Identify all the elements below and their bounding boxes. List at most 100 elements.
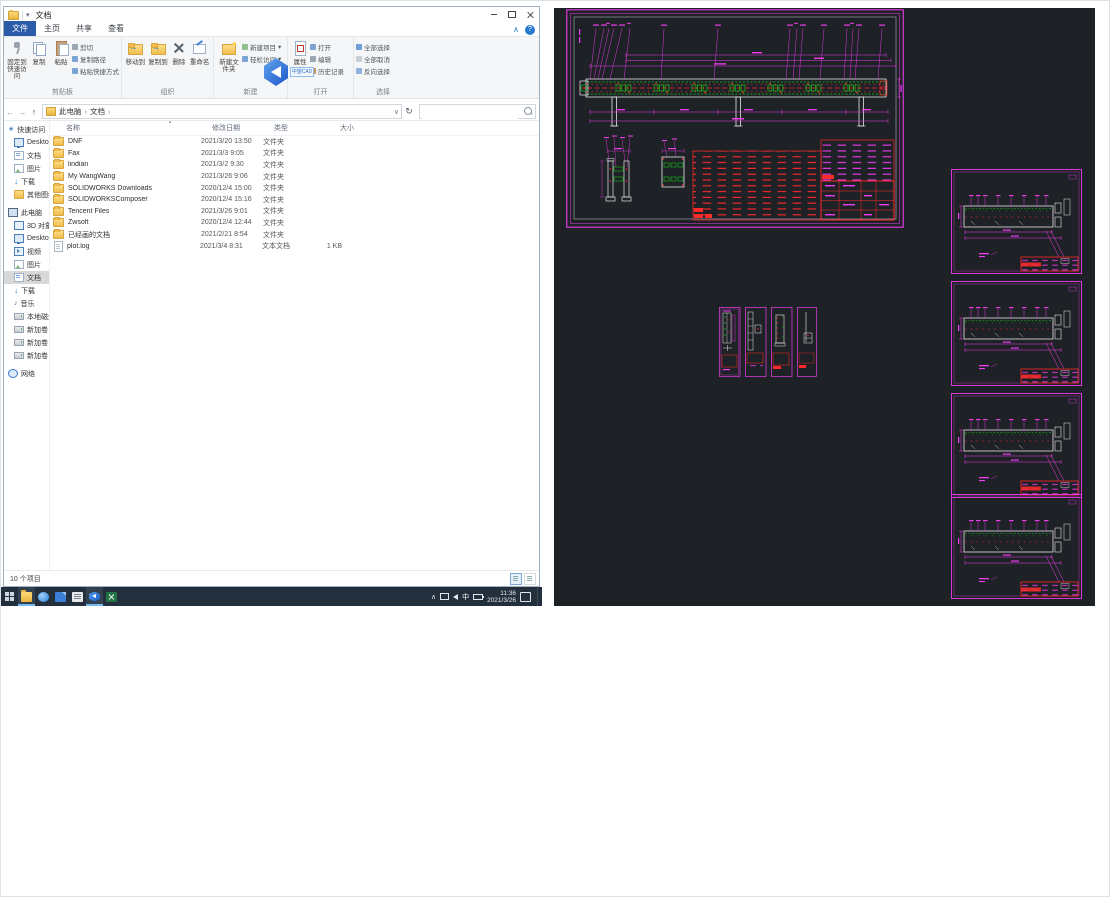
zwcad-launch-indicator[interactable]: 中望CAD xyxy=(264,54,316,90)
new-item-button[interactable]: 新建项目 ▾ xyxy=(242,42,281,52)
file-row[interactable]: DNF 2021/3/20 13:50 文件夹 xyxy=(50,136,539,148)
sidebar-item-drive-e[interactable]: 新加卷 (E:) xyxy=(4,336,49,349)
sidebar-item-drive-d[interactable]: 新加卷 (D:) xyxy=(4,323,49,336)
rename-button[interactable]: 重命名 xyxy=(188,39,211,67)
ime-indicator[interactable]: 中 xyxy=(462,593,470,601)
file-row[interactable]: plot.log 2021/3/4 8:31 文本文档 1 KB xyxy=(50,240,539,252)
taskbar-browser-icon[interactable] xyxy=(35,587,52,606)
cut-button[interactable]: 剪切 xyxy=(72,42,119,52)
sidebar-item-music[interactable]: ♪ 音乐 xyxy=(14,300,35,308)
sidebar-item-downloads2[interactable]: ↓ 下载 xyxy=(14,286,35,295)
sidebar-this-pc[interactable]: 此电脑 xyxy=(4,206,49,219)
file-row[interactable]: lindian 2021/3/2 9:30 文件夹 xyxy=(50,159,539,171)
sidebar-item-documents2[interactable]: 文档 xyxy=(4,271,49,284)
sidebar-item-downloads[interactable]: ↓ 下载 xyxy=(14,177,35,186)
properties-button[interactable]: 属性 xyxy=(290,39,310,67)
back-button[interactable]: ← xyxy=(5,106,15,117)
open-button[interactable]: 打开 xyxy=(310,42,344,52)
ribbon-collapse-icon[interactable]: ∧ xyxy=(513,25,519,34)
search-box[interactable] xyxy=(419,104,536,120)
start-button[interactable] xyxy=(1,587,18,606)
breadcrumb-current[interactable]: 文档 xyxy=(90,107,105,116)
sidebar-item-desktop[interactable]: Desktop xyxy=(4,136,49,149)
tray-clock[interactable]: 11:36 2021/3/26 xyxy=(487,590,516,604)
copy-to-button[interactable]: 复制到 xyxy=(147,39,170,67)
file-row[interactable]: SOLIDWORKSComposer 2020/12/4 15:16 文件夹 xyxy=(50,194,539,206)
move-to-button[interactable]: 移动到 xyxy=(124,39,147,67)
pictures-icon xyxy=(14,260,24,269)
taskbar-explorer-icon[interactable] xyxy=(18,587,35,606)
tab-view[interactable]: 查看 xyxy=(108,24,124,33)
tab-share[interactable]: 共享 xyxy=(76,24,92,33)
folder-icon xyxy=(14,190,24,199)
3d-objects-icon xyxy=(14,221,24,230)
pin-to-quick-access-button[interactable]: 固定到快速访问 xyxy=(6,39,28,81)
taskbar-word-icon[interactable] xyxy=(52,587,69,606)
easy-access-button[interactable]: 轻松访问 ▾ xyxy=(242,54,281,64)
column-header-name[interactable]: 名称 xyxy=(66,125,80,132)
show-desktop-button[interactable] xyxy=(537,587,540,606)
file-row[interactable]: Tencent Files 2021/3/26 9:01 文件夹 xyxy=(50,205,539,218)
breadcrumb-root[interactable]: 此电脑 xyxy=(59,107,82,116)
file-row[interactable]: My WangWang 2021/3/26 9:06 文件夹 xyxy=(50,171,539,183)
sidebar-item-3d-objects[interactable]: 3D 对象 xyxy=(4,219,49,232)
action-center-icon[interactable] xyxy=(520,591,531,602)
file-row[interactable]: 已经画的文档 2021/2/21 8:54 文件夹 xyxy=(50,229,539,241)
sidebar-network[interactable]: 网络 xyxy=(4,367,49,380)
search-input[interactable] xyxy=(422,105,518,120)
taskbar-zwcad-icon[interactable] xyxy=(86,587,103,606)
taskbar-notes-icon[interactable] xyxy=(69,587,86,606)
file-row[interactable]: Fax 2021/3/3 9:05 文件夹 xyxy=(50,147,539,160)
drive-icon xyxy=(14,352,24,359)
address-dropdown-icon[interactable]: ∨ xyxy=(393,108,399,116)
column-header-size[interactable]: 大小 xyxy=(340,125,354,132)
view-details-button[interactable] xyxy=(510,572,522,585)
tray-volume-icon[interactable] xyxy=(453,593,459,600)
text-file-icon xyxy=(54,240,63,252)
tray-battery-icon[interactable] xyxy=(473,593,485,600)
column-header-type[interactable]: 类型 xyxy=(274,125,288,132)
sidebar-item-drive-f[interactable]: 新加卷 (F:) xyxy=(4,349,49,362)
tab-file[interactable]: 文件 xyxy=(4,21,36,36)
close-button[interactable] xyxy=(521,7,539,22)
forward-button[interactable]: → xyxy=(17,106,27,117)
copy-path-button[interactable]: 复制路径 xyxy=(72,54,119,64)
tab-home[interactable]: 主页 xyxy=(44,24,60,33)
sidebar-quick-access[interactable]: ★ 快速访问 xyxy=(8,126,46,134)
invert-selection-button[interactable]: 反向选择 xyxy=(356,66,390,76)
file-row[interactable]: SOLIDWORKS Downloads 2020/12/4 15:00 文件夹 xyxy=(50,182,539,194)
sidebar-item-other-drawings[interactable]: 其他图纸 xyxy=(4,188,49,201)
sidebar-item-videos[interactable]: 视频 xyxy=(4,245,49,258)
paste-button[interactable]: 粘贴 xyxy=(50,39,72,67)
cad-canvas[interactable] xyxy=(554,8,1095,606)
sidebar-item-desktop2[interactable]: Desktop xyxy=(4,232,49,245)
breadcrumb[interactable]: 此电脑 › 文档 › ∨ xyxy=(42,104,402,119)
tray-expand-icon[interactable]: ∧ xyxy=(430,593,437,601)
select-none-button[interactable]: 全部取消 xyxy=(356,54,390,64)
quick-access-toolbar[interactable]: ▾ xyxy=(22,10,30,20)
qat-caret-icon[interactable]: ▾ xyxy=(26,12,30,19)
column-header-date[interactable]: 修改日期 xyxy=(212,125,240,132)
notes-doc-icon xyxy=(72,591,83,602)
file-row[interactable]: Zwsoft 2020/12/4 12:44 文件夹 xyxy=(50,217,539,229)
copy-button[interactable]: 复制 xyxy=(28,39,50,67)
new-folder-button[interactable]: 新建文件夹 xyxy=(216,39,242,74)
sidebar-item-pictures[interactable]: 图片 xyxy=(4,162,49,175)
paste-shortcut-button[interactable]: 粘贴快捷方式 xyxy=(72,66,119,76)
sidebar-item-drive-c[interactable]: 本地磁盘 (C:) xyxy=(4,310,49,323)
sidebar-item-pictures2[interactable]: 图片 xyxy=(4,258,49,271)
up-button[interactable]: ↑ xyxy=(31,106,37,117)
select-all-button[interactable]: 全部选择 xyxy=(356,42,390,52)
help-icon[interactable]: ? xyxy=(525,25,535,35)
maximize-button[interactable] xyxy=(503,7,521,22)
taskbar-excel-icon[interactable] xyxy=(103,587,120,606)
minimize-button[interactable] xyxy=(485,7,503,22)
edit-button[interactable]: 编辑 xyxy=(310,54,344,64)
delete-button[interactable]: 删除 xyxy=(169,39,188,67)
refresh-button[interactable]: ↻ xyxy=(405,106,413,116)
properties-icon xyxy=(292,41,308,56)
view-thumbnails-button[interactable] xyxy=(524,572,536,585)
sidebar-item-documents[interactable]: 文档 xyxy=(4,149,49,162)
drive-icon xyxy=(14,313,24,320)
tray-display-icon[interactable] xyxy=(440,593,450,600)
